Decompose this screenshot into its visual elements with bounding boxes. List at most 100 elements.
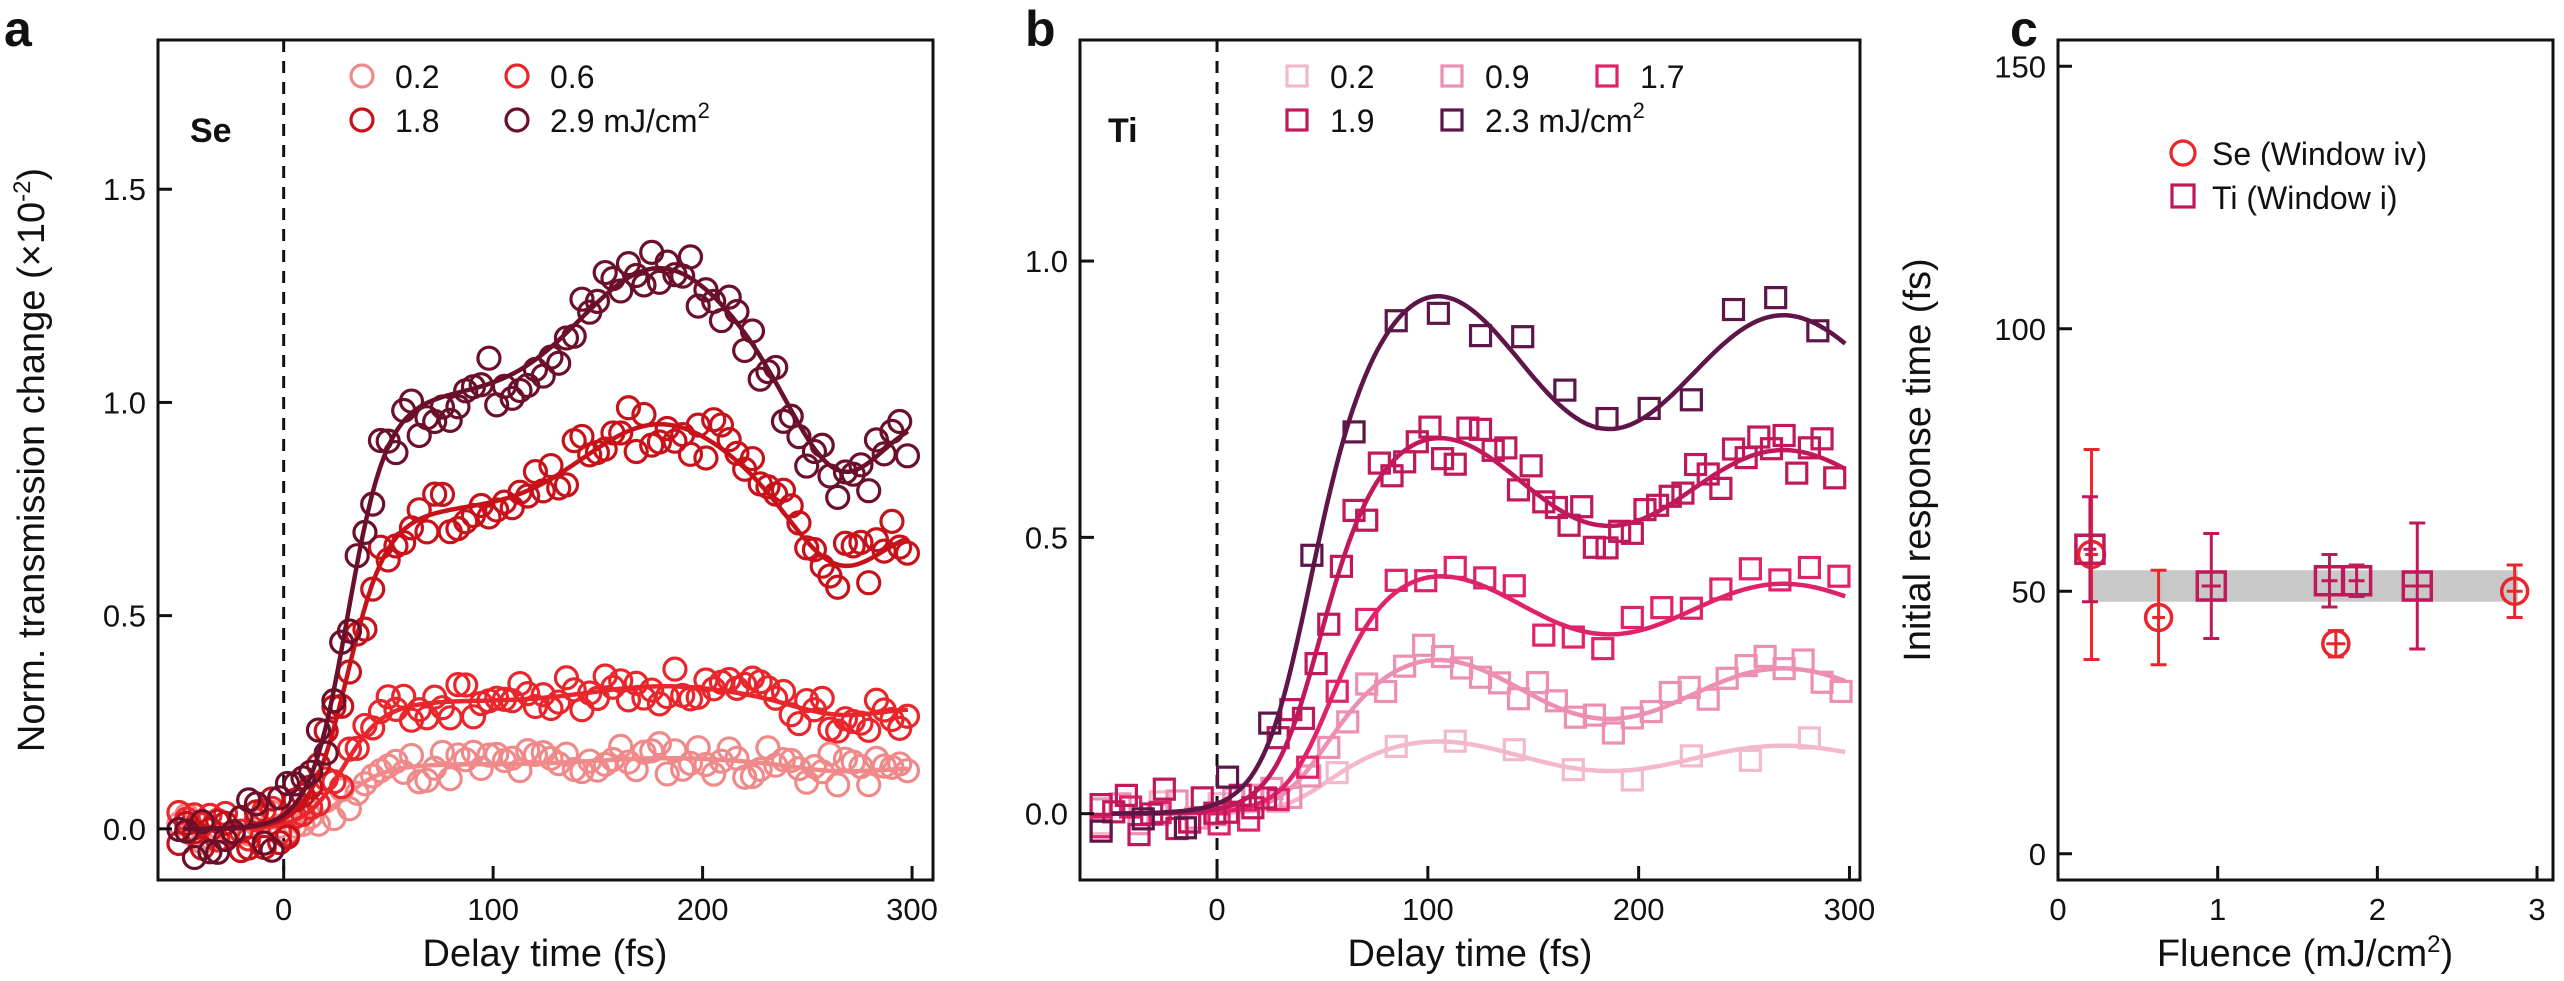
panel-a-point-1.8 — [422, 481, 448, 507]
panel-a-ytick-label: 0.0 — [103, 812, 146, 847]
panel-b-point-1.9 — [1608, 519, 1632, 543]
panel-a-point-2.9 — [344, 543, 370, 569]
panel-a-point-1.8 — [693, 445, 719, 471]
panel-a-point-1.8 — [646, 429, 673, 455]
panel-a-point-0.6 — [329, 774, 355, 800]
panel-c-legend-label: Ti (Window i) — [2212, 180, 2397, 216]
panel-b-point-0.2 — [1797, 726, 1822, 750]
panel-a-point-2.9 — [685, 293, 711, 319]
panel-a-point-0.6 — [391, 683, 417, 709]
panel-a-point-2.9 — [383, 439, 409, 466]
panel-a-point-0.2 — [468, 755, 494, 782]
panel-b-point-1.7 — [1266, 787, 1290, 812]
panel-a-xtick-label: 100 — [467, 892, 519, 927]
panel-b-point-2.3 — [1426, 301, 1450, 325]
panel-a-point-1.8 — [600, 420, 626, 446]
panel-c-x-title-end: ) — [2440, 933, 2453, 975]
panel-a-point-0.2 — [825, 772, 851, 798]
panel-a-point-0.2 — [677, 750, 704, 776]
panel-a-point-2.9 — [189, 809, 215, 835]
panel-letter-b: b — [1025, 1, 1056, 57]
panel-a-point-2.9 — [212, 826, 239, 853]
panel-a-point-1.8 — [375, 547, 401, 573]
panel-b-point-0.9 — [1677, 675, 1701, 700]
panel-a-point-1.8 — [848, 529, 874, 556]
panel-a-point-0.6 — [879, 706, 905, 733]
panel-c-y-axis-title: Initial response time (fs) — [1897, 258, 1939, 661]
panel-b-point-2.3 — [1637, 396, 1661, 421]
panel-c-data — [2074, 448, 2530, 667]
panel-b-fit-line-0.9 — [1111, 657, 1846, 816]
panel-a-point-2.9 — [716, 284, 742, 310]
panel-b-point-1.9 — [1418, 415, 1442, 439]
panel-a-xtick-label: 300 — [886, 892, 938, 927]
panel-b-point-1.7 — [1532, 623, 1556, 647]
panel-a-point-0.6 — [623, 670, 649, 696]
panel-a-point-2.9 — [739, 318, 766, 344]
panel-b-point-2.3 — [1764, 286, 1788, 310]
panel-a-point-0.6 — [445, 672, 471, 698]
panel-c-x-axis-title: Fluence (mJ/cm2) — [2157, 931, 2453, 975]
panel-b-point-1.9 — [1696, 462, 1720, 486]
panel-a-point-2.9 — [677, 244, 704, 270]
panel-a-point-2.9 — [243, 791, 270, 817]
panel-a-point-0.6 — [732, 671, 758, 697]
panel-a-point-2.9 — [336, 618, 363, 644]
panel-a-point-0.6 — [786, 710, 812, 737]
panel-a-point-1.8 — [623, 438, 649, 465]
panel-b-point-2.3 — [1679, 388, 1703, 412]
panel-b-legend-label-0.9: 0.9 — [1485, 59, 1529, 95]
panel-b-point-1.7 — [1502, 574, 1526, 598]
panel-b-point-1.7 — [1650, 596, 1674, 620]
panel-a-point-0.2 — [778, 747, 804, 774]
panel-a-y-title-main: Norm. transmission change (×10 — [11, 202, 53, 752]
panel-b-point-1.7 — [1325, 679, 1349, 703]
panel-a-point-0.6 — [747, 669, 773, 695]
panel-b-point-1.9 — [1759, 437, 1784, 461]
panel-b-point-2.3 — [1384, 309, 1408, 333]
panel-a-point-0.6 — [856, 717, 882, 743]
panel-b-point-2.3 — [1173, 816, 1198, 840]
panel-b-point-1.7 — [1591, 637, 1615, 661]
panel-c-frame — [2056, 38, 2555, 882]
panel-a-point-2.9 — [801, 438, 828, 465]
panel-b-point-1.9 — [1544, 495, 1569, 520]
panel-a-point-0.2 — [786, 756, 812, 782]
panel-b-point-0.2 — [1738, 748, 1762, 772]
panel-b-series-1.9 — [1089, 415, 1847, 847]
panel-a-element-tag: Se — [190, 112, 232, 150]
panel-b-point-1.7 — [1768, 568, 1792, 592]
panel-b-point-1.9 — [1114, 783, 1138, 807]
panel-a-point-0.2 — [654, 761, 680, 787]
panel-a-point-0.2 — [484, 741, 510, 767]
panel-a-point-2.9 — [251, 830, 277, 856]
panel-b-series-1.7 — [1089, 555, 1851, 839]
panel-b-point-1.9 — [1456, 416, 1480, 440]
panel-c-xtick-label: 3 — [2528, 892, 2545, 927]
panel-a-point-2.9 — [422, 408, 448, 435]
panel-b-point-0.2 — [1384, 734, 1408, 759]
panel-a-point-2.9 — [181, 844, 208, 871]
panel-b-point-0.9 — [1582, 703, 1606, 727]
panel-a-point-2.9 — [608, 278, 634, 304]
panel-a-point-1.8 — [515, 483, 541, 509]
panel-b-point-1.7 — [1443, 555, 1467, 579]
panel-c-legend-marker-ti — [2170, 183, 2196, 209]
panel-b-fit-line-1.7 — [1111, 574, 1846, 816]
panel-b-point-1.9 — [1519, 454, 1543, 478]
panel-a-legend: 0.2 0.6 1.8 2.9 mJ/cm2 — [349, 59, 710, 139]
panel-a-point-0.2 — [817, 741, 843, 767]
panel-b-point-1.9 — [1443, 452, 1467, 476]
panel-a-legend-unit: mJ/cm — [594, 103, 697, 139]
panel-a-point-2.9 — [205, 839, 231, 865]
panel-c-ytick-label: 100 — [1994, 312, 2046, 347]
panel-a-point-2.9 — [631, 272, 657, 298]
panel-b-point-1.7 — [1738, 557, 1762, 581]
panel-c-legend-label: Se (Window iv) — [2212, 136, 2427, 172]
panel-b-point-1.7 — [1384, 568, 1408, 592]
panel-b-point-2.3 — [1721, 297, 1746, 322]
panel-a-point-0.2 — [437, 766, 463, 792]
panel-c-legend: Se (Window iv) Ti (Window i) — [2169, 136, 2427, 216]
panel-b-point-2.3 — [1215, 765, 1240, 789]
panel-a-point-2.9 — [600, 266, 626, 292]
